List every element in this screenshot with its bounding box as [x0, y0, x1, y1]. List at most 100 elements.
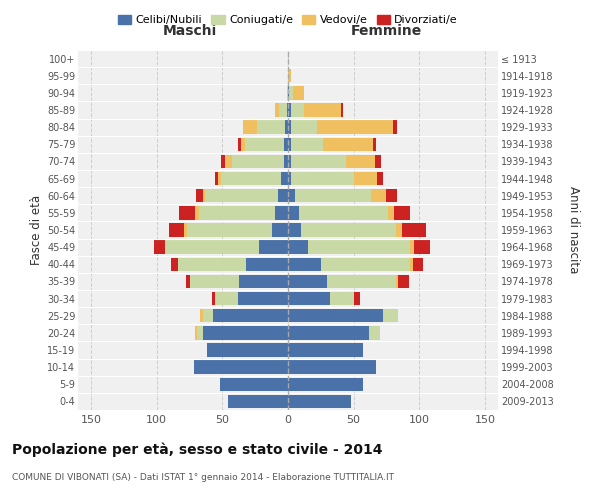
Bar	[410, 258, 413, 271]
Bar	[414, 240, 430, 254]
Bar	[200, 309, 203, 322]
Bar	[383, 309, 398, 322]
Bar	[290, 154, 346, 168]
Bar	[295, 189, 371, 202]
Bar	[279, 104, 287, 117]
Bar	[203, 326, 288, 340]
Bar	[241, 138, 245, 151]
Bar	[288, 206, 299, 220]
Bar	[377, 172, 383, 186]
Bar	[221, 172, 281, 186]
Bar	[288, 224, 301, 236]
Bar	[277, 189, 288, 202]
Bar	[346, 154, 374, 168]
Bar	[288, 394, 351, 408]
Bar	[288, 86, 289, 100]
Bar	[288, 292, 330, 306]
Bar	[238, 138, 241, 151]
Bar	[288, 344, 363, 356]
Bar	[257, 120, 286, 134]
Bar	[323, 138, 373, 151]
Bar	[245, 138, 284, 151]
Bar	[213, 309, 288, 322]
Bar	[193, 360, 288, 374]
Bar	[317, 120, 393, 134]
Bar	[301, 224, 395, 236]
Bar	[290, 104, 304, 117]
Bar	[212, 292, 215, 306]
Bar	[395, 224, 402, 236]
Bar	[290, 138, 323, 151]
Bar	[178, 258, 246, 271]
Bar	[187, 224, 272, 236]
Bar	[321, 258, 410, 271]
Bar	[288, 360, 376, 374]
Bar	[413, 258, 423, 271]
Bar	[308, 240, 410, 254]
Bar	[371, 189, 386, 202]
Bar	[203, 309, 213, 322]
Bar	[353, 172, 377, 186]
Bar	[286, 120, 288, 134]
Bar	[330, 292, 353, 306]
Bar	[154, 240, 164, 254]
Bar	[288, 138, 290, 151]
Bar	[232, 154, 284, 168]
Bar	[386, 189, 397, 202]
Bar	[287, 86, 288, 100]
Bar	[288, 69, 290, 82]
Bar	[288, 240, 308, 254]
Bar	[398, 274, 409, 288]
Bar	[275, 104, 279, 117]
Bar	[393, 120, 397, 134]
Bar	[395, 274, 398, 288]
Bar	[171, 258, 178, 271]
Bar	[275, 206, 288, 220]
Bar	[246, 258, 288, 271]
Bar	[218, 172, 221, 186]
Bar	[206, 344, 288, 356]
Bar	[221, 154, 225, 168]
Text: Popolazione per età, sesso e stato civile - 2014: Popolazione per età, sesso e stato civil…	[12, 442, 383, 457]
Bar	[288, 104, 290, 117]
Bar	[281, 172, 288, 186]
Bar	[238, 292, 288, 306]
Bar	[244, 120, 257, 134]
Bar	[239, 274, 288, 288]
Bar	[288, 172, 290, 186]
Bar	[272, 224, 288, 236]
Bar	[290, 120, 317, 134]
Bar	[215, 172, 218, 186]
Bar	[164, 240, 259, 254]
Bar	[328, 274, 395, 288]
Y-axis label: Fasce di età: Fasce di età	[29, 195, 43, 265]
Bar	[299, 206, 388, 220]
Bar	[227, 394, 288, 408]
Bar	[205, 189, 277, 202]
Legend: Celibi/Nubili, Coniugati/e, Vedovi/e, Divorziati/e: Celibi/Nubili, Coniugati/e, Vedovi/e, Di…	[113, 10, 463, 30]
Bar	[288, 274, 328, 288]
Bar	[288, 326, 370, 340]
Bar	[290, 172, 353, 186]
Bar	[402, 224, 426, 236]
Bar	[220, 378, 288, 391]
Bar	[195, 326, 197, 340]
Bar	[341, 104, 343, 117]
Bar	[225, 154, 232, 168]
Bar	[293, 86, 304, 100]
Bar	[304, 104, 341, 117]
Bar	[370, 326, 380, 340]
Bar	[215, 292, 238, 306]
Y-axis label: Anni di nascita: Anni di nascita	[568, 186, 580, 274]
Bar	[388, 206, 394, 220]
Bar	[289, 86, 293, 100]
Bar	[197, 326, 203, 340]
Bar	[169, 224, 184, 236]
Bar	[288, 378, 363, 391]
Bar	[284, 154, 288, 168]
Bar	[394, 206, 410, 220]
Bar	[288, 309, 383, 322]
Text: Femmine: Femmine	[351, 24, 422, 38]
Bar	[203, 189, 205, 202]
Bar	[259, 240, 288, 254]
